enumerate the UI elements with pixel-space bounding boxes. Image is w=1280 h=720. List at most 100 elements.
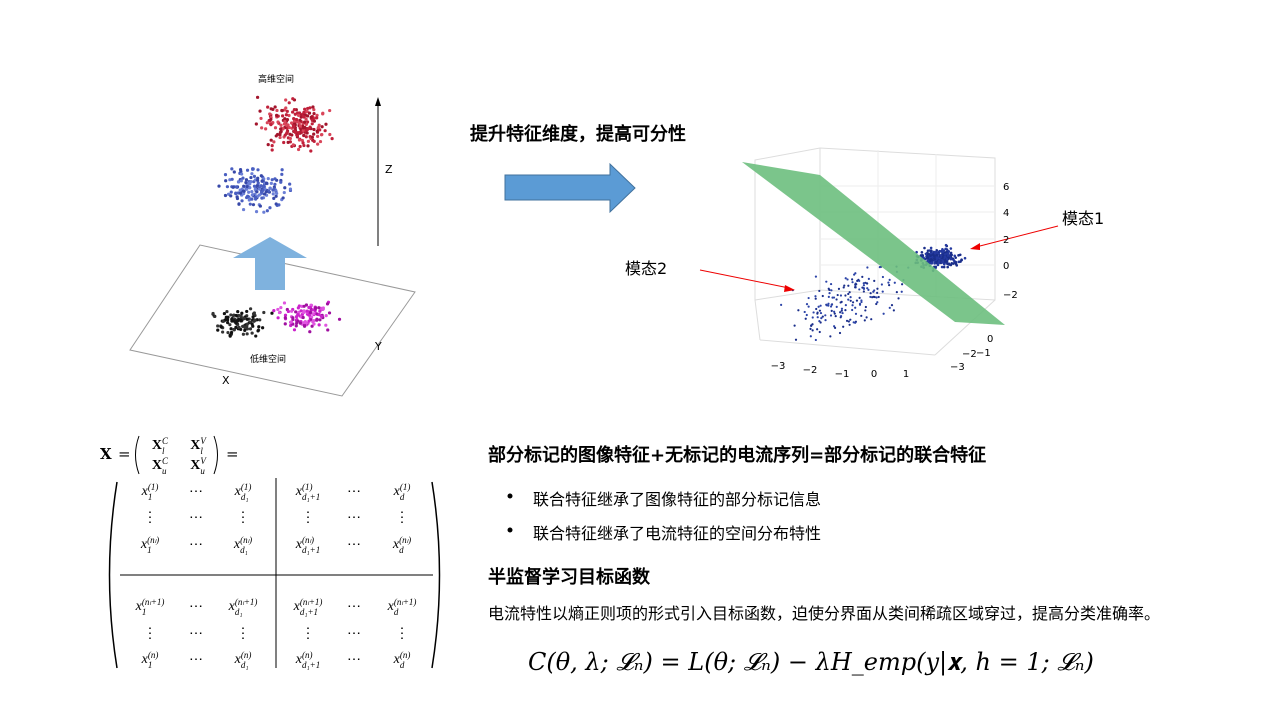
- scatter-dot: [323, 129, 327, 133]
- scatter-dot: [851, 304, 854, 307]
- scatter-dot: [315, 129, 319, 133]
- scatter-dot: [870, 318, 873, 321]
- math-base: x: [392, 537, 400, 553]
- scatter-dot: [249, 307, 253, 311]
- scatter-dot: [266, 177, 270, 181]
- scatter-dot: [235, 195, 239, 199]
- scatter-dot: [321, 111, 325, 115]
- scatter-dot: [929, 254, 932, 257]
- scatter-dot: [305, 131, 309, 135]
- scatter-dot: [247, 182, 251, 186]
- scatter-dot: [816, 316, 819, 319]
- scatter-dot: [812, 311, 815, 314]
- scatter-dot: [281, 196, 285, 200]
- scatter-dot: [301, 315, 305, 320]
- scatter-dot: [255, 95, 260, 99]
- scatter-dot: [259, 174, 263, 178]
- scatter-dot: [226, 318, 230, 322]
- scatter-dot: [280, 108, 284, 113]
- scatter-dot: [855, 283, 858, 286]
- matrix-cell: x (1) d: [394, 482, 411, 502]
- z-tick-label: −2: [1003, 290, 1018, 301]
- scatter-dot: [297, 131, 301, 135]
- scatter-dot: [276, 307, 280, 312]
- separating-plane: [742, 162, 1005, 325]
- scatter-dot: [328, 132, 332, 137]
- math-sub: d₁: [240, 660, 249, 670]
- math-sup: C: [162, 436, 169, 446]
- scatter-dot: [815, 307, 818, 311]
- matrix-cell: x (nₗ) d₁: [234, 535, 252, 555]
- math-sub: d₁+1: [299, 607, 319, 617]
- scatter-dot: [288, 136, 292, 141]
- math-sub: d₁+1: [302, 660, 321, 670]
- scatter-dot: [304, 117, 308, 121]
- scatter-dot: [240, 199, 244, 203]
- scatter-dot: [804, 317, 807, 320]
- scatter-dot: [223, 173, 228, 177]
- scatter-dot: [817, 305, 820, 308]
- scatter-dot: [252, 174, 257, 178]
- scatter-dot: [930, 249, 933, 253]
- scatter-dot: [861, 275, 864, 278]
- scatter-dot: [931, 253, 935, 256]
- scatter-dot: [298, 111, 302, 115]
- matrix-cell: ⋮: [301, 510, 315, 526]
- scatter-dot: [280, 168, 284, 172]
- scatter-dot: [847, 298, 850, 301]
- scatter-dot: [282, 122, 286, 126]
- scatter-dot: [864, 305, 867, 309]
- scatter-dot: [317, 323, 321, 327]
- scatter-dot: [279, 123, 283, 127]
- scatter-dot: [278, 133, 282, 137]
- scatter-dot: [848, 291, 851, 294]
- math-sup: (1): [240, 482, 252, 492]
- scatter-dot: [854, 306, 857, 309]
- scatter-dot: [250, 189, 254, 194]
- matrix-cell: x (nₗ) d₁+1: [296, 535, 320, 555]
- scatter-dot: [847, 320, 850, 323]
- scatter-dot: [277, 310, 282, 315]
- scatter-dot: [268, 206, 272, 210]
- scatter-dot: [864, 309, 867, 312]
- scatter-dot: [286, 123, 290, 127]
- scatter-dot: [819, 311, 823, 315]
- scatter-dot: [946, 265, 949, 269]
- scatter-dot: [260, 126, 264, 130]
- scatter-dot: [229, 194, 233, 198]
- scatter-dot: [275, 108, 279, 113]
- scatter-dot: [308, 330, 312, 334]
- scatter-dot: [933, 257, 936, 260]
- math-base: X: [190, 458, 201, 474]
- scatter-dot: [954, 260, 958, 264]
- y-tick-label: −2: [962, 349, 977, 360]
- scatter-dot: [855, 299, 859, 302]
- matrix-cell: ⋯: [189, 510, 203, 526]
- label: 高维空间: [258, 73, 294, 85]
- scatter-dot: [821, 294, 824, 298]
- math-sub: d: [399, 492, 405, 502]
- math-sup: (nₗ): [147, 535, 160, 545]
- scatter-dot: [270, 178, 274, 182]
- scatter-dot: [933, 262, 936, 265]
- scatter-dot: [292, 117, 296, 121]
- scatter-dot: [844, 294, 847, 297]
- scatter-dot: [242, 189, 246, 193]
- scatter-dot: [946, 262, 949, 266]
- scatter-dot: [318, 309, 322, 313]
- matrix-cell: ⋮: [143, 510, 157, 526]
- scatter-dot: [862, 284, 866, 287]
- scatter-dot: [280, 114, 285, 118]
- scatter-dot: [264, 181, 269, 185]
- scatter-dot: [232, 328, 236, 332]
- matrix-cell: x (n) d₁: [235, 650, 252, 670]
- scatter-dot: [316, 125, 320, 130]
- scatter-dot: [289, 320, 294, 324]
- scatter-dot: [252, 311, 256, 315]
- equals: =: [118, 445, 131, 463]
- heading: 提升特征维度，提高可分性: [470, 124, 686, 145]
- scatter-dot: [282, 140, 286, 145]
- math-base: x: [141, 484, 148, 500]
- scatter-dot: [853, 273, 856, 276]
- scatter-dot: [944, 243, 948, 247]
